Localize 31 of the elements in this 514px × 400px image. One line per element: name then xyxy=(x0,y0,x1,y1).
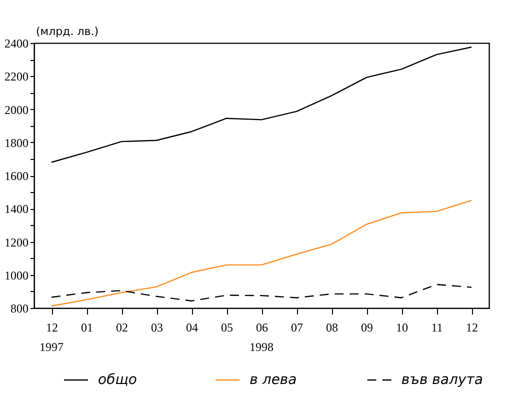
text: 1997 xyxy=(40,340,64,354)
legend-label: в лева xyxy=(250,372,297,388)
x-tick-label: 09 xyxy=(361,320,373,334)
x-tick-label: 03 xyxy=(151,320,163,334)
y-tick-label: 2400 xyxy=(4,36,28,50)
text: 1998 xyxy=(250,340,274,354)
x-tick-label: 05 xyxy=(221,320,233,334)
x-tick-label: 07 xyxy=(291,320,303,334)
y-axis-title: (млрд. лв.) xyxy=(36,25,99,38)
line-series xyxy=(50,200,472,307)
line-series xyxy=(50,284,472,302)
x-tick-label: 10 xyxy=(396,320,408,334)
y-tick-label: 1000 xyxy=(4,268,28,282)
y-tick-label: 1800 xyxy=(4,136,28,150)
legend-label: общо xyxy=(98,372,137,388)
y-tick-label: 1400 xyxy=(4,202,28,216)
x-tick-label: 02 xyxy=(116,320,128,334)
x-tick-label: 12 xyxy=(466,320,478,334)
x-tick-label: 08 xyxy=(326,320,338,334)
y-tick-label: 800 xyxy=(10,302,28,316)
y-tick-label: 2000 xyxy=(4,102,28,117)
y-tick-label: 2200 xyxy=(4,70,28,84)
y-tick-label: 1200 xyxy=(4,235,28,250)
x-tick-label: 04 xyxy=(186,320,198,334)
line-series xyxy=(50,46,472,163)
x-tick-label: 01 xyxy=(81,320,93,334)
legend-label: във валута xyxy=(401,372,483,388)
x-tick-label: 06 xyxy=(256,320,268,334)
x-tick-label: 11 xyxy=(431,320,443,334)
y-tick-label: 1600 xyxy=(4,169,28,183)
x-tick-label: 12 xyxy=(46,320,58,334)
